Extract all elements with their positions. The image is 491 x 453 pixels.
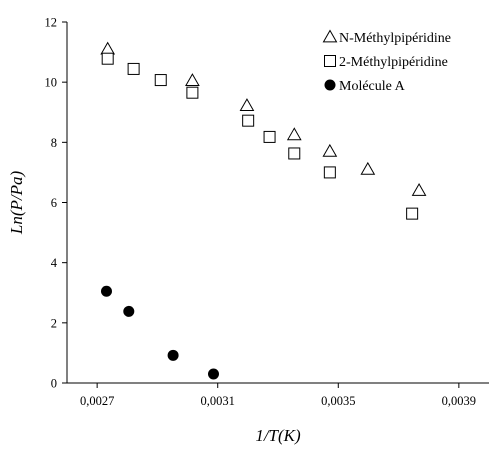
x-tick-label: 0,0031 xyxy=(201,394,235,408)
plot-frame xyxy=(66,22,489,384)
data-point xyxy=(100,41,116,55)
legend-label: Molécule A xyxy=(339,79,406,94)
legend-label: 2-Méthylpipéridine xyxy=(339,55,448,70)
data-point xyxy=(360,161,376,175)
data-point xyxy=(406,207,419,220)
y-axis-title: Ln(P/Pa) xyxy=(7,171,26,236)
data-point xyxy=(288,147,301,160)
y-tick-label: 0 xyxy=(51,377,57,391)
data-point xyxy=(286,127,302,141)
legend-marker xyxy=(324,55,336,67)
legend-marker xyxy=(322,29,338,43)
y-tick-label: 6 xyxy=(51,196,57,210)
legend: N-Méthylpipéridine 2-Méthylpipéridine Molé… xyxy=(322,29,451,94)
data-points xyxy=(100,41,427,380)
data-point xyxy=(263,130,276,143)
data-point xyxy=(123,305,135,317)
legend-label: N-Méthylpipéridine xyxy=(339,31,451,46)
data-point xyxy=(127,62,140,75)
x-tick-label: 0,0039 xyxy=(442,394,476,408)
data-point xyxy=(185,73,200,87)
data-point xyxy=(154,74,167,87)
x-axis-ticks: 0,0027 0,0031 0,0035 0,0039 xyxy=(80,383,476,408)
data-point xyxy=(323,166,336,179)
x-axis-title: 1/T(K) xyxy=(255,426,301,445)
x-tick-label: 0,0027 xyxy=(80,394,114,408)
data-point xyxy=(100,285,112,297)
data-point xyxy=(322,143,338,157)
y-tick-label: 8 xyxy=(51,136,57,150)
data-point xyxy=(207,368,219,380)
legend-marker xyxy=(324,79,336,91)
y-tick-label: 4 xyxy=(51,256,58,270)
y-tick-label: 2 xyxy=(51,316,57,330)
y-tick-label: 12 xyxy=(45,16,58,30)
x-tick-label: 0,0035 xyxy=(321,394,355,408)
data-point xyxy=(239,98,255,112)
data-point xyxy=(101,52,114,65)
data-point xyxy=(186,86,199,99)
data-point xyxy=(242,114,255,127)
data-point xyxy=(411,182,427,196)
y-tick-label: 10 xyxy=(45,76,58,90)
y-axis-ticks: 0 2 4 6 8 10 12 xyxy=(45,16,67,391)
data-point xyxy=(167,349,179,361)
